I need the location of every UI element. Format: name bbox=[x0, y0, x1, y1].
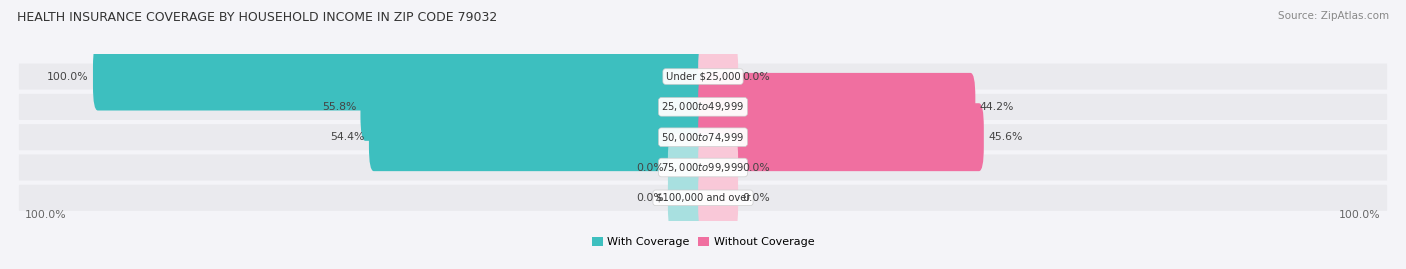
FancyBboxPatch shape bbox=[93, 43, 707, 111]
FancyBboxPatch shape bbox=[18, 185, 1388, 211]
Text: 44.2%: 44.2% bbox=[980, 102, 1014, 112]
Text: HEALTH INSURANCE COVERAGE BY HOUSEHOLD INCOME IN ZIP CODE 79032: HEALTH INSURANCE COVERAGE BY HOUSEHOLD I… bbox=[17, 11, 498, 24]
FancyBboxPatch shape bbox=[699, 43, 738, 111]
FancyBboxPatch shape bbox=[699, 164, 738, 232]
Text: 100.0%: 100.0% bbox=[1339, 210, 1381, 220]
FancyBboxPatch shape bbox=[699, 133, 738, 201]
FancyBboxPatch shape bbox=[699, 73, 976, 141]
FancyBboxPatch shape bbox=[18, 94, 1388, 120]
FancyBboxPatch shape bbox=[699, 103, 984, 171]
Text: 0.0%: 0.0% bbox=[742, 72, 770, 82]
Legend: With Coverage, Without Coverage: With Coverage, Without Coverage bbox=[588, 232, 818, 252]
Text: $75,000 to $99,999: $75,000 to $99,999 bbox=[661, 161, 745, 174]
Text: 0.0%: 0.0% bbox=[636, 193, 664, 203]
Text: 0.0%: 0.0% bbox=[742, 193, 770, 203]
FancyBboxPatch shape bbox=[18, 154, 1388, 180]
Text: Under $25,000: Under $25,000 bbox=[665, 72, 741, 82]
Text: $25,000 to $49,999: $25,000 to $49,999 bbox=[661, 100, 745, 113]
Text: 0.0%: 0.0% bbox=[742, 162, 770, 172]
FancyBboxPatch shape bbox=[368, 103, 707, 171]
Text: 55.8%: 55.8% bbox=[322, 102, 356, 112]
Text: $100,000 and over: $100,000 and over bbox=[655, 193, 751, 203]
FancyBboxPatch shape bbox=[18, 63, 1388, 90]
Text: $50,000 to $74,999: $50,000 to $74,999 bbox=[661, 131, 745, 144]
Text: Source: ZipAtlas.com: Source: ZipAtlas.com bbox=[1278, 11, 1389, 21]
FancyBboxPatch shape bbox=[668, 164, 707, 232]
FancyBboxPatch shape bbox=[18, 124, 1388, 150]
Text: 100.0%: 100.0% bbox=[48, 72, 89, 82]
Text: 0.0%: 0.0% bbox=[636, 162, 664, 172]
Text: 45.6%: 45.6% bbox=[988, 132, 1022, 142]
Text: 54.4%: 54.4% bbox=[330, 132, 364, 142]
FancyBboxPatch shape bbox=[668, 133, 707, 201]
FancyBboxPatch shape bbox=[360, 73, 707, 141]
Text: 100.0%: 100.0% bbox=[25, 210, 67, 220]
